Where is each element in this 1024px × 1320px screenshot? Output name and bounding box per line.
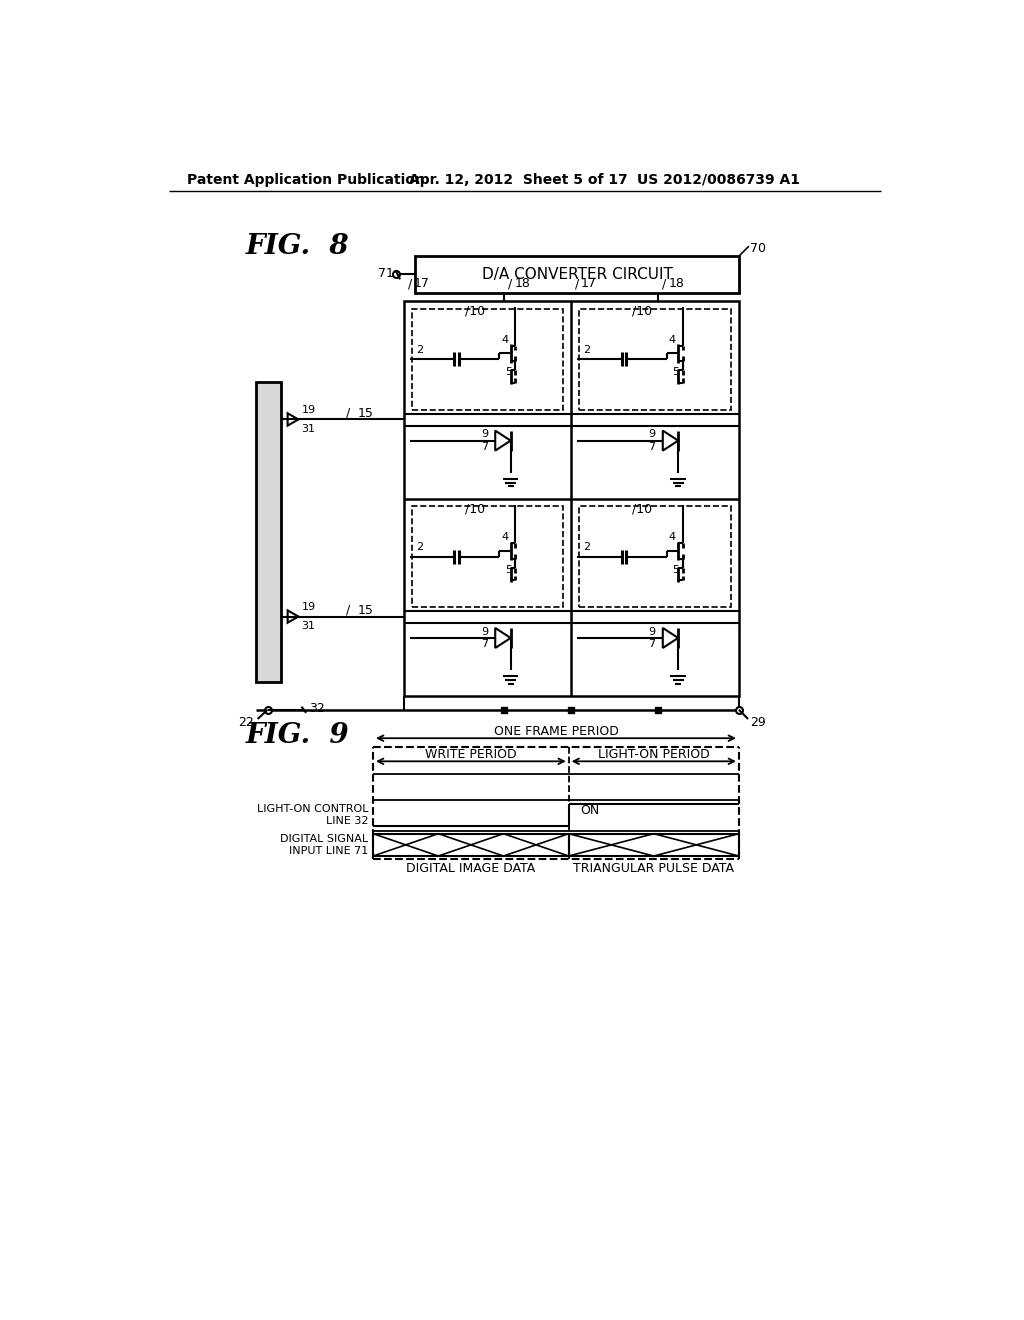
Text: /10: /10	[632, 305, 652, 318]
Text: /: /	[574, 277, 580, 290]
Text: 17: 17	[581, 277, 597, 290]
Bar	[579, 507, 731, 607]
Text: 5: 5	[673, 367, 680, 378]
Text: 17: 17	[414, 277, 430, 290]
Text: 4: 4	[501, 334, 508, 345]
Text: 9: 9	[648, 429, 655, 440]
Text: 5: 5	[673, 565, 680, 574]
Text: 4: 4	[501, 532, 508, 543]
Text: FIG.  9: FIG. 9	[246, 722, 349, 750]
Text: TRIANGULAR PULSE DATA: TRIANGULAR PULSE DATA	[573, 862, 734, 875]
Text: 2: 2	[416, 345, 423, 355]
Text: /10: /10	[465, 503, 484, 516]
Text: 19: 19	[301, 405, 315, 416]
Text: ON: ON	[581, 804, 599, 817]
Text: DIGITAL IMAGE DATA: DIGITAL IMAGE DATA	[407, 862, 536, 875]
Bar	[256, 381, 281, 682]
Text: 31: 31	[301, 620, 315, 631]
Text: Apr. 12, 2012  Sheet 5 of 17: Apr. 12, 2012 Sheet 5 of 17	[410, 173, 628, 187]
Text: 71: 71	[378, 268, 394, 280]
Text: 4: 4	[669, 532, 676, 543]
Text: WRITE PERIOD: WRITE PERIOD	[425, 748, 517, 760]
Text: 5: 5	[505, 367, 512, 378]
Bar	[412, 309, 563, 411]
Text: 4: 4	[669, 334, 676, 345]
Text: DIGITAL SIGNAL
INPUT LINE 71: DIGITAL SIGNAL INPUT LINE 71	[281, 834, 369, 855]
Text: 31: 31	[301, 424, 315, 434]
Text: /10: /10	[632, 503, 652, 516]
Text: 2: 2	[583, 543, 590, 552]
Text: 29: 29	[751, 715, 766, 729]
Polygon shape	[288, 610, 298, 623]
Text: /10: /10	[465, 305, 484, 318]
Text: 7: 7	[481, 639, 488, 649]
Text: 18: 18	[669, 277, 684, 290]
Text: 22: 22	[238, 715, 254, 729]
Polygon shape	[288, 413, 298, 425]
Text: Patent Application Publication: Patent Application Publication	[186, 173, 425, 187]
Text: D/A CONVERTER CIRCUIT: D/A CONVERTER CIRCUIT	[481, 267, 673, 282]
Text: /: /	[346, 603, 350, 616]
Text: /: /	[508, 277, 512, 290]
Text: 19: 19	[301, 602, 315, 612]
Text: 2: 2	[416, 543, 423, 552]
Text: 15: 15	[357, 603, 374, 616]
Text: 18: 18	[514, 277, 530, 290]
Text: 7: 7	[648, 442, 655, 451]
Text: ONE FRAME PERIOD: ONE FRAME PERIOD	[494, 725, 618, 738]
Text: US 2012/0086739 A1: US 2012/0086739 A1	[637, 173, 800, 187]
Text: 9: 9	[648, 627, 655, 636]
Text: LIGHT-ON PERIOD: LIGHT-ON PERIOD	[598, 748, 710, 760]
Text: 2: 2	[583, 345, 590, 355]
Text: 7: 7	[481, 442, 488, 451]
Bar	[416, 256, 739, 293]
Bar	[579, 309, 731, 411]
Text: 32: 32	[309, 702, 325, 714]
Text: 5: 5	[505, 565, 512, 574]
Text: /: /	[663, 277, 667, 290]
Text: 15: 15	[357, 407, 374, 420]
Text: /: /	[346, 407, 350, 420]
Text: LIGHT-ON CONTROL
LINE 32: LIGHT-ON CONTROL LINE 32	[257, 804, 369, 826]
Text: 9: 9	[481, 429, 488, 440]
Bar	[412, 507, 563, 607]
Text: /: /	[408, 277, 412, 290]
Text: FIG.  8: FIG. 8	[246, 234, 349, 260]
Text: 7: 7	[648, 639, 655, 649]
Text: 70: 70	[750, 242, 766, 255]
Text: 9: 9	[481, 627, 488, 636]
Bar	[403, 301, 739, 696]
